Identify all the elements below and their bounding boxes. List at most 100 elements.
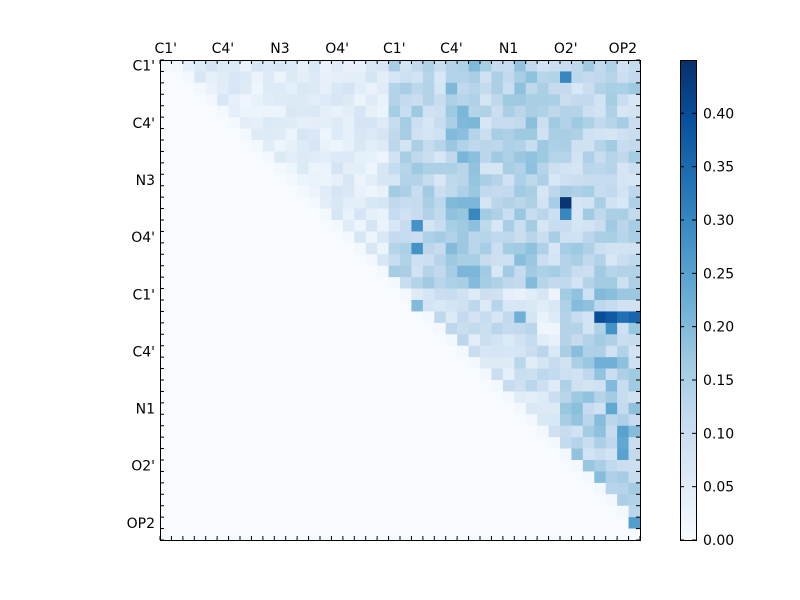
heatmap-cell (320, 482, 332, 495)
heatmap-cell (491, 197, 504, 209)
heatmap-cell (274, 437, 287, 449)
heatmap-cell (285, 94, 298, 107)
heatmap-cell (548, 208, 561, 221)
heatmap-cell (354, 197, 367, 209)
heatmap-cell (502, 334, 515, 347)
heatmap-cell (377, 82, 389, 95)
heatmap-cell (240, 402, 252, 415)
heatmap-cell (605, 197, 618, 209)
heatmap-cell (537, 94, 549, 107)
heatmap-cell (457, 380, 469, 392)
heatmap-cell (308, 174, 321, 187)
heatmap-cell (400, 71, 412, 84)
heatmap-cell (251, 425, 264, 438)
heatmap-cell (548, 517, 561, 529)
heatmap-cell (434, 322, 447, 335)
heatmap-cell (617, 242, 629, 255)
heatmap-cell (560, 254, 572, 267)
heatmap-cell (274, 128, 287, 141)
heatmap-cell (262, 414, 275, 427)
heatmap-cell (502, 437, 515, 449)
heatmap-cell (194, 402, 207, 415)
heatmap-cell (274, 448, 287, 461)
heatmap-cell (582, 208, 595, 221)
heatmap-cell (217, 437, 229, 449)
heatmap-cell (480, 402, 492, 415)
heatmap-cell (228, 94, 241, 107)
heatmap-cell (445, 277, 458, 289)
heatmap-cell (251, 151, 264, 164)
heatmap-cell (468, 471, 481, 484)
heatmap-cell (354, 357, 367, 369)
heatmap-cell (480, 505, 492, 518)
heatmap-cell (582, 220, 595, 232)
heatmap-cell (377, 117, 389, 129)
x-tick-label: OP2 (609, 41, 637, 57)
heatmap-cell (262, 334, 275, 347)
heatmap-cell (548, 482, 561, 495)
heatmap-cell (205, 414, 218, 427)
heatmap-cell (457, 208, 469, 221)
heatmap-cell (594, 140, 607, 152)
heatmap-cell (160, 482, 172, 495)
heatmap-cell (457, 197, 469, 209)
heatmap-cell (377, 482, 389, 495)
heatmap-cell (217, 345, 229, 358)
heatmap-cell (285, 368, 298, 381)
heatmap-cell (480, 425, 492, 438)
heatmap-cell (422, 334, 435, 347)
heatmap-cell (445, 288, 458, 301)
heatmap-cell (377, 311, 389, 324)
heatmap-cell (262, 162, 275, 175)
heatmap-cell (582, 311, 595, 324)
heatmap-cell (400, 162, 412, 175)
heatmap-cell (320, 402, 332, 415)
heatmap-cell (182, 300, 195, 312)
heatmap-cell (514, 517, 527, 529)
heatmap-cell (285, 265, 298, 278)
heatmap-cell (571, 334, 584, 347)
heatmap-cell (297, 334, 309, 347)
heatmap-cell (548, 528, 561, 541)
heatmap-cell (251, 94, 264, 107)
heatmap-cell (274, 162, 287, 175)
heatmap-cell (605, 334, 618, 347)
heatmap-cell (457, 448, 469, 461)
colorbar-tick-label: 0.35 (703, 160, 734, 176)
heatmap-cell (628, 517, 641, 529)
heatmap-cell (160, 265, 172, 278)
heatmap-cell (160, 448, 172, 461)
heatmap-cell (537, 231, 549, 244)
heatmap-cell (457, 277, 469, 289)
heatmap-cell (468, 300, 481, 312)
heatmap-cell (400, 140, 412, 152)
heatmap-cell (297, 425, 309, 438)
heatmap-cell (411, 71, 424, 84)
heatmap-cell (217, 105, 229, 118)
heatmap-cell (617, 60, 629, 72)
heatmap-cell (194, 368, 207, 381)
heatmap-cell (582, 471, 595, 484)
heatmap-cell (411, 162, 424, 175)
heatmap-cell (160, 220, 172, 232)
heatmap-cell (537, 368, 549, 381)
heatmap-cell (160, 460, 172, 472)
heatmap-cell (491, 140, 504, 152)
heatmap-cell (628, 368, 641, 381)
heatmap-cell (525, 460, 538, 472)
heatmap-cell (548, 345, 561, 358)
heatmap-cell (262, 311, 275, 324)
heatmap-cell (605, 94, 618, 107)
heatmap-cells (160, 60, 641, 541)
heatmap-cell (251, 322, 264, 335)
heatmap-cell (617, 322, 629, 335)
heatmap-cell (388, 380, 401, 392)
heatmap-cell (502, 448, 515, 461)
heatmap-cell (388, 494, 401, 507)
heatmap-cell (594, 448, 607, 461)
heatmap-cell (548, 357, 561, 369)
heatmap-cell (331, 414, 344, 427)
heatmap-cell (285, 460, 298, 472)
heatmap-cell (514, 105, 527, 118)
heatmap-cell (365, 242, 378, 255)
